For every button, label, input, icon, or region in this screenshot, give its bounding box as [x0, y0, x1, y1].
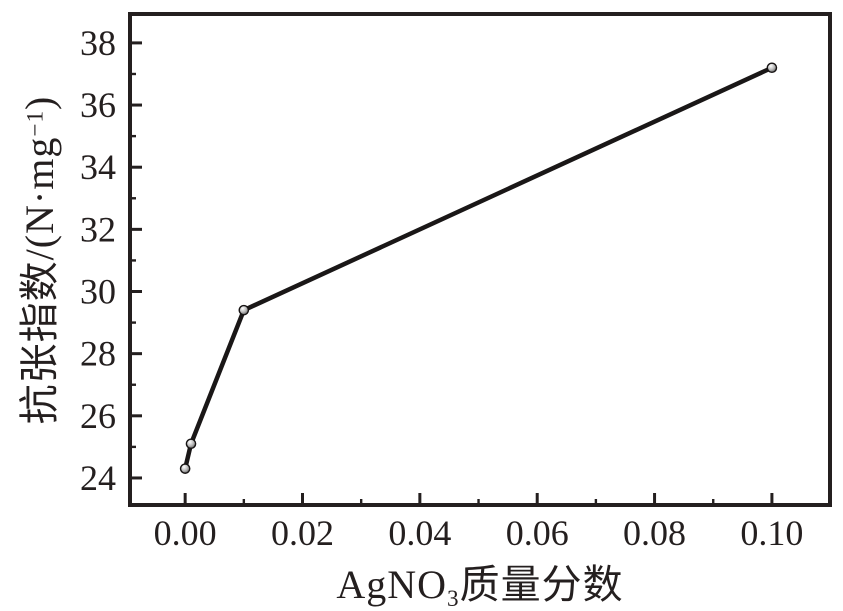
x-tick-label: 0.06 — [506, 513, 569, 553]
y-tick-label: 26 — [80, 396, 116, 436]
y-axis-label: 抗张指数/(N·mg−1) — [7, 96, 65, 425]
x-tick-label: 0.02 — [271, 513, 334, 553]
y-tick-label: 32 — [80, 209, 116, 249]
y-axis-label-text: 抗张指数/(N·mg — [17, 136, 62, 425]
y-tick-label: 30 — [80, 272, 116, 312]
x-axis-label: AgNO3质量分数 — [130, 552, 830, 611]
y-tick-label: 28 — [80, 334, 116, 374]
x-tick-label: 0.10 — [740, 513, 803, 553]
y-tick-label: 38 — [80, 23, 116, 63]
data-point-marker — [185, 438, 197, 450]
plot-frame — [128, 12, 832, 507]
x-axis-label-text: AgNO — [336, 562, 448, 607]
y-tick-label: 24 — [80, 458, 116, 498]
data-point-marker — [179, 463, 191, 474]
y-tick-label: 36 — [80, 85, 116, 125]
x-tick-label: 0.04 — [388, 513, 451, 553]
x-tick-label: 0.00 — [154, 513, 217, 553]
y-tick-label: 34 — [80, 147, 116, 187]
data-point-marker — [238, 304, 250, 316]
y-axis-label-close-paren: ) — [17, 95, 62, 110]
y-axis-label-superscript: −1 — [22, 109, 49, 137]
data-point-marker — [766, 62, 778, 74]
x-tick-label: 0.08 — [623, 513, 686, 553]
x-axis-label-rest: 质量分数 — [459, 562, 624, 607]
x-axis-label-subscript: 3 — [447, 586, 460, 611]
data-line — [182, 65, 775, 471]
